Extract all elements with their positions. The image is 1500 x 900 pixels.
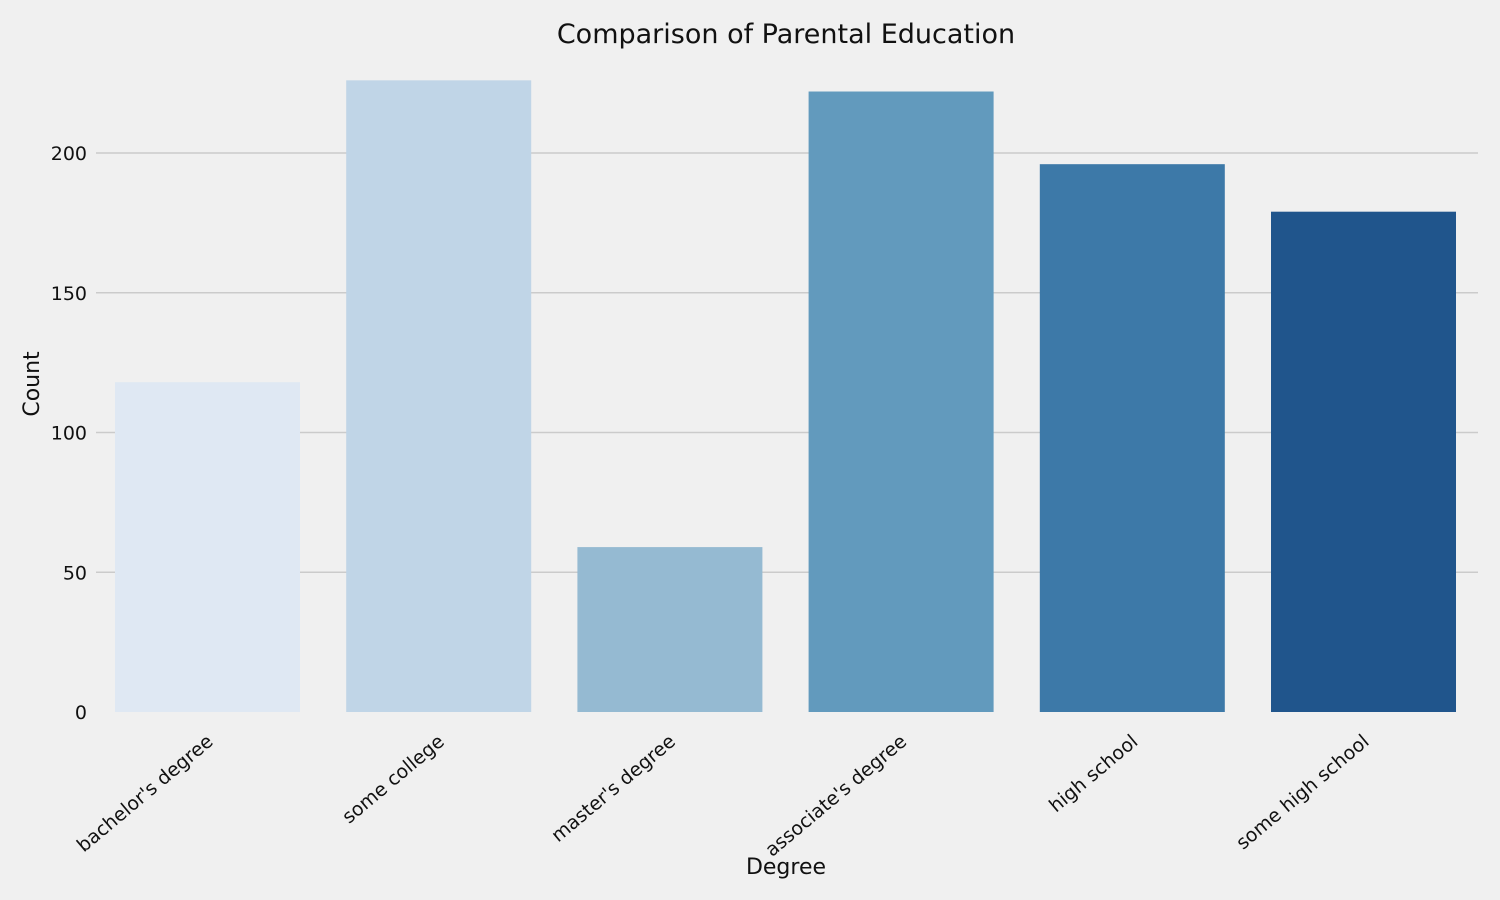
- y-tick-label: 200: [51, 143, 87, 165]
- chart-title: Comparison of Parental Education: [557, 19, 1015, 50]
- x-tick-label: some college: [338, 730, 449, 828]
- bar: [1039, 164, 1225, 712]
- bar: [1271, 211, 1456, 712]
- x-tick-label: high school: [1045, 730, 1142, 817]
- bars: [115, 80, 1456, 712]
- bar: [577, 547, 763, 712]
- gridlines: [96, 152, 1478, 573]
- y-tick-label: 50: [63, 562, 87, 584]
- y-tick-label: 0: [75, 702, 87, 724]
- x-tick-label: some high school: [1232, 730, 1373, 854]
- x-axis-ticks: bachelor's degree some college master's de…: [73, 730, 1374, 861]
- y-axis-label: Count: [20, 351, 45, 417]
- x-axis-label: Degree: [746, 855, 826, 880]
- x-tick-label: bachelor's degree: [73, 730, 218, 856]
- bar: [115, 382, 300, 712]
- y-tick-label: 150: [51, 283, 87, 305]
- bar: [808, 91, 994, 712]
- x-tick-label: master's degree: [547, 730, 680, 846]
- bar: [346, 80, 532, 712]
- y-tick-label: 100: [51, 423, 87, 445]
- x-tick-label: associate's degree: [761, 730, 911, 861]
- y-axis-ticks: 0 50 100 150 200: [51, 143, 87, 724]
